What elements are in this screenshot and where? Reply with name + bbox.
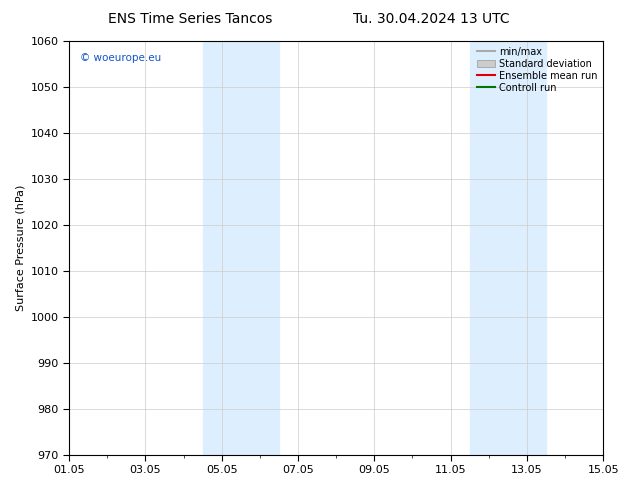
Text: © woeurope.eu: © woeurope.eu [80, 53, 161, 64]
Bar [203, 41, 279, 455]
Text: Tu. 30.04.2024 13 UTC: Tu. 30.04.2024 13 UTC [353, 12, 510, 26]
Legend: min/max, Standard deviation, Ensemble mean run, Controll run: min/max, Standard deviation, Ensemble me… [474, 44, 600, 96]
Bar [470, 41, 546, 455]
Y-axis label: Surface Pressure (hPa): Surface Pressure (hPa) [15, 185, 25, 311]
Text: ENS Time Series Tancos: ENS Time Series Tancos [108, 12, 273, 26]
